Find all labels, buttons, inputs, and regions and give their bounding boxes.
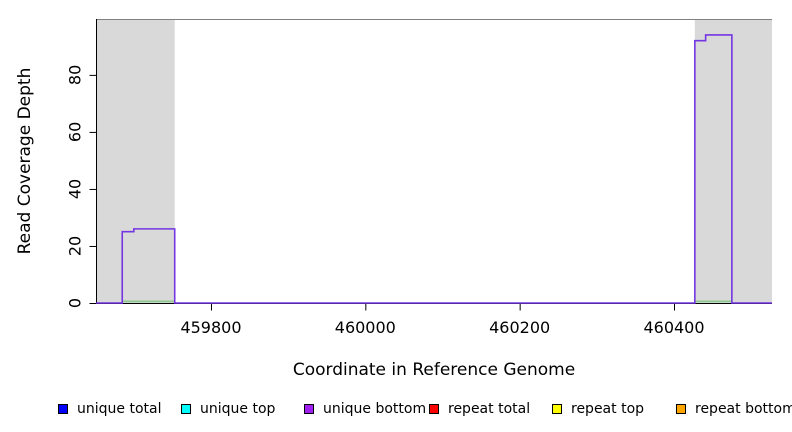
x-axis-title: Coordinate in Reference Genome — [0, 360, 792, 380]
shaded-repeat-region — [694, 20, 772, 303]
y-tick-label: 60 — [66, 122, 85, 142]
x-tick-label: 459800 — [180, 318, 241, 337]
y-tick-label: 0 — [66, 298, 85, 308]
coverage-step-line — [96, 34, 772, 304]
y-tick-label: 20 — [66, 236, 85, 256]
y-tick-label: 40 — [66, 179, 85, 199]
y-tick-label: 80 — [66, 65, 85, 85]
x-axis-title-text: Coordinate in Reference Genome — [292, 360, 576, 380]
shaded-repeat-region — [96, 20, 175, 303]
x-tick-label: 460000 — [335, 318, 396, 337]
y-axis-title: Read Coverage Depth — [15, 67, 35, 255]
x-tick-label: 460400 — [643, 318, 704, 337]
x-tick-label: 460200 — [489, 318, 550, 337]
